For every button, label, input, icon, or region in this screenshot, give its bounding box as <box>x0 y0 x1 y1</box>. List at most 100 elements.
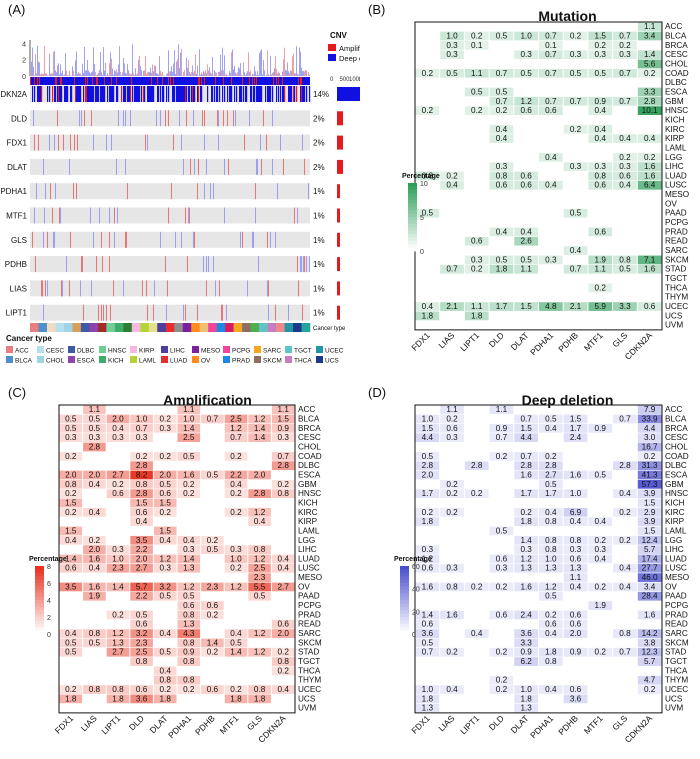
hm-amp-cell-value: 2.8 <box>278 461 290 470</box>
hm-del-cell-value: 1.3 <box>545 564 557 573</box>
top-bar <box>134 75 135 76</box>
hm-del-cell-value: 17.4 <box>642 554 658 563</box>
hm-mut-cell <box>563 31 588 41</box>
hm-mut-cell <box>514 68 538 78</box>
top-bar <box>161 73 162 76</box>
oncoprint-alteration <box>58 86 60 102</box>
hm-mut-row-label: UVM <box>665 321 683 330</box>
oncoprint-alteration <box>126 231 127 248</box>
top-bar <box>132 44 133 76</box>
hm-amp-cell <box>59 563 83 573</box>
hm-amp-cell <box>248 591 271 601</box>
hm-del-cell-value: 1.7 <box>545 489 557 498</box>
oncoprint-alteration <box>106 304 107 321</box>
hm-mut-col-label: PDHB <box>556 330 580 354</box>
hm-mut-cell-value: 0.7 <box>446 265 458 274</box>
hm-del-cell <box>514 685 538 694</box>
oncoprint-alteration <box>282 86 284 102</box>
hm-del-cell <box>415 470 440 480</box>
top-bar <box>173 63 174 76</box>
hm-amp-cell <box>59 554 83 564</box>
oncoprint-alteration <box>150 86 152 102</box>
oncoprint-alteration <box>259 86 261 102</box>
hm-amp-cell <box>153 479 177 489</box>
oncoprint-alteration <box>40 86 42 102</box>
hm-mut-row-label: UCEC <box>665 302 688 311</box>
oncoprint-alteration <box>223 110 224 127</box>
hm-amp-cell <box>106 647 130 657</box>
oncoprint-alteration <box>79 86 81 102</box>
hm-del-cell <box>613 629 637 638</box>
hm-mut-cell <box>637 264 662 274</box>
cancer-type-legend-swatch <box>37 356 44 363</box>
summary-amp-mark <box>39 77 40 85</box>
hm-del-cell <box>440 489 464 498</box>
oncoprint-alteration <box>187 256 188 273</box>
hm-amp-cell <box>59 647 83 657</box>
hm-amp-cell <box>130 507 153 517</box>
hm-amp-cell <box>201 601 224 610</box>
hm-del-cell-value: 0.2 <box>520 508 532 517</box>
oncoprint-alteration <box>216 86 218 102</box>
hm-amp-cell <box>153 647 177 657</box>
top-bar <box>170 71 171 76</box>
oncoprint-alteration <box>231 86 233 102</box>
hm-del-cell <box>489 526 514 536</box>
hm-amp-cell <box>201 470 224 480</box>
top-bar <box>210 72 211 76</box>
hm-amp-row-label: PRAD <box>298 610 321 619</box>
hm-mut-col-label: FDX1 <box>409 330 432 353</box>
hm-mut-cell <box>563 124 588 134</box>
top-bar <box>289 72 290 76</box>
hm-mut-cell <box>415 68 440 78</box>
hm-del-cell <box>539 647 563 657</box>
hm-mut-cell <box>539 106 563 115</box>
hm-del-cell-value: 1.2 <box>520 554 532 563</box>
hm-mut-cell <box>613 171 637 181</box>
hm-mut-col-label: CDKN2A <box>623 330 655 362</box>
hm-del-cell-value: 2.4 <box>520 610 532 619</box>
top-bar <box>174 50 175 76</box>
hm-amp-cell <box>177 647 201 657</box>
hm-amp-cell <box>130 461 153 471</box>
oncoprint-alteration <box>206 256 207 273</box>
cancer-type-legend-swatch <box>99 356 106 363</box>
top-bar <box>209 67 210 76</box>
top-bar <box>294 73 295 76</box>
oncoprint-gene-label: CDKN2A <box>0 90 28 99</box>
hm-amp-row-label: READ <box>298 620 321 629</box>
oncoprint-alteration <box>250 86 252 102</box>
hm-del-legend-step <box>400 572 409 577</box>
hm-del-cell <box>514 657 538 666</box>
hm-amp-col-label: PDHA1 <box>166 713 193 740</box>
hm-amp-cell <box>83 507 106 517</box>
hm-del-cell <box>440 405 464 415</box>
oncoprint-alteration <box>110 86 112 102</box>
oncoprint-alteration <box>69 158 70 175</box>
hm-mut-cell-value: 3.4 <box>644 31 656 40</box>
cancer-type-legend-item: PCPG <box>232 348 250 355</box>
cancer-type-legend-swatch <box>285 356 292 363</box>
hm-amp-cell <box>177 638 201 648</box>
hm-del-cell-value: 2.8 <box>619 461 631 470</box>
hm-del-cell-value: 2.9 <box>644 508 656 517</box>
hm-mut-cell-value: 0.7 <box>619 31 631 40</box>
hm-mut-cell-value: 0.6 <box>471 237 483 246</box>
hm-mut-cell-value: 1.8 <box>471 311 483 320</box>
oncoprint-alteration <box>210 183 211 200</box>
cancer-type-strip-segment <box>225 323 234 332</box>
top-bar <box>105 62 106 76</box>
oncoprint-row-bg <box>30 183 310 200</box>
top-bar <box>116 69 117 76</box>
top-bar <box>291 71 292 76</box>
hm-amp-cell-value: 0.2 <box>207 648 219 657</box>
top-axis-tick: 2 <box>22 58 26 65</box>
hm-del-cell <box>539 451 563 461</box>
hm-amp-cell <box>177 451 201 461</box>
hm-del-cell <box>563 563 588 573</box>
oncoprint-alteration <box>127 86 129 102</box>
top-bar <box>201 72 202 76</box>
oncoprint-alteration <box>157 86 159 102</box>
hm-del-cell-value: 1.8 <box>520 694 532 703</box>
top-bar <box>72 66 73 76</box>
